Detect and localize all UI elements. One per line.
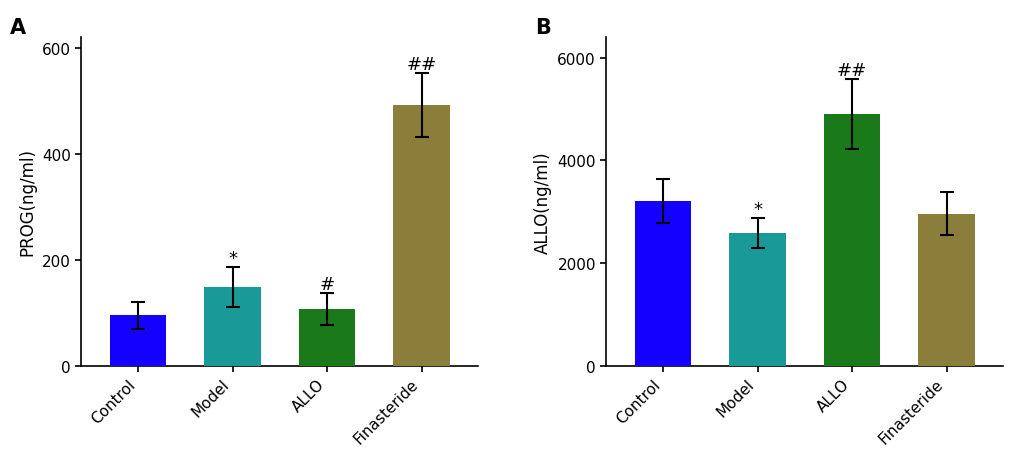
Text: #: # xyxy=(319,275,334,294)
Bar xyxy=(823,115,879,366)
Bar xyxy=(634,202,691,366)
Y-axis label: PROG(ng/ml): PROG(ng/ml) xyxy=(18,148,37,256)
Bar xyxy=(110,316,166,366)
Text: ##: ## xyxy=(837,62,866,80)
Text: A: A xyxy=(10,19,26,38)
Bar xyxy=(729,234,786,366)
Bar xyxy=(204,288,261,366)
Text: B: B xyxy=(534,19,550,38)
Text: ##: ## xyxy=(406,56,436,74)
Bar xyxy=(917,214,974,366)
Text: *: * xyxy=(752,201,761,219)
Y-axis label: ALLO(ng/ml): ALLO(ng/ml) xyxy=(533,151,551,253)
Bar xyxy=(392,106,449,366)
Bar xyxy=(299,309,355,366)
Text: *: * xyxy=(228,250,236,268)
